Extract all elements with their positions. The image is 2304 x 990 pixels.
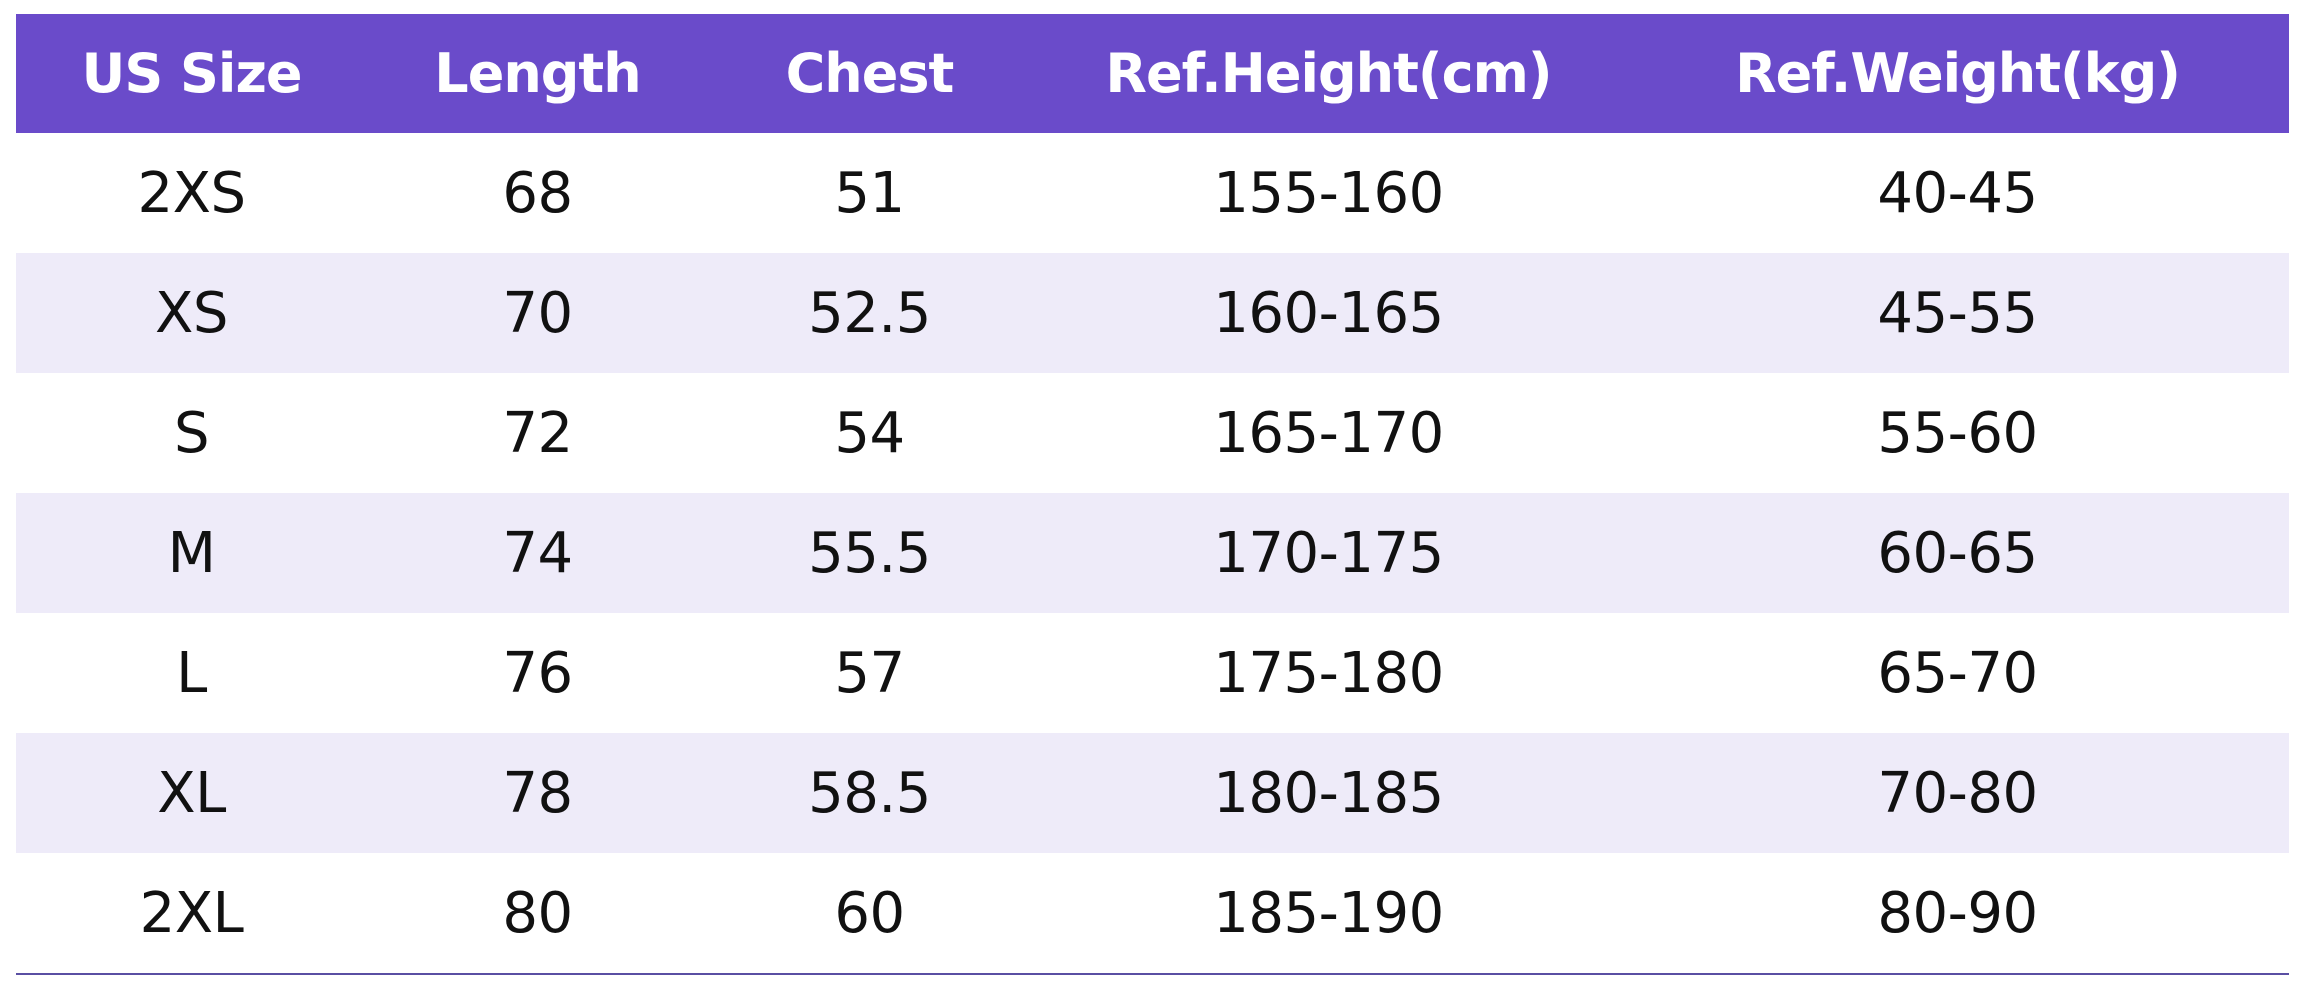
cell-ref-height: 160-165 bbox=[1031, 253, 1626, 373]
cell-ref-height: 180-185 bbox=[1031, 733, 1626, 853]
cell-chest: 52.5 bbox=[708, 253, 1031, 373]
cell-ref-height: 175-180 bbox=[1031, 613, 1626, 733]
header-us-size: US Size bbox=[16, 14, 367, 133]
cell-ref-weight: 55-60 bbox=[1626, 373, 2289, 493]
table-body: 2XS 68 51 155-160 40-45 XS 70 52.5 160-1… bbox=[16, 133, 2289, 973]
table-row: M 74 55.5 170-175 60-65 bbox=[16, 493, 2289, 613]
table-row: 2XL 80 60 185-190 80-90 bbox=[16, 853, 2289, 973]
table-row: XL 78 58.5 180-185 70-80 bbox=[16, 733, 2289, 853]
cell-us-size: 2XL bbox=[16, 853, 367, 973]
cell-ref-height: 165-170 bbox=[1031, 373, 1626, 493]
cell-ref-height: 170-175 bbox=[1031, 493, 1626, 613]
cell-us-size: L bbox=[16, 613, 367, 733]
header-ref-weight: Ref.Weight(kg) bbox=[1626, 14, 2289, 133]
header-length: Length bbox=[367, 14, 708, 133]
table-row: 2XS 68 51 155-160 40-45 bbox=[16, 133, 2289, 253]
cell-us-size: M bbox=[16, 493, 367, 613]
cell-ref-weight: 45-55 bbox=[1626, 253, 2289, 373]
cell-us-size: XL bbox=[16, 733, 367, 853]
table-row: XS 70 52.5 160-165 45-55 bbox=[16, 253, 2289, 373]
header-ref-height: Ref.Height(cm) bbox=[1031, 14, 1626, 133]
cell-chest: 58.5 bbox=[708, 733, 1031, 853]
table-row: L 76 57 175-180 65-70 bbox=[16, 613, 2289, 733]
cell-ref-weight: 40-45 bbox=[1626, 133, 2289, 253]
cell-us-size: S bbox=[16, 373, 367, 493]
cell-us-size: XS bbox=[16, 253, 367, 373]
table-bottom-rule bbox=[16, 973, 2289, 975]
cell-us-size: 2XS bbox=[16, 133, 367, 253]
cell-chest: 51 bbox=[708, 133, 1031, 253]
cell-ref-weight: 65-70 bbox=[1626, 613, 2289, 733]
table-row: S 72 54 165-170 55-60 bbox=[16, 373, 2289, 493]
cell-chest: 54 bbox=[708, 373, 1031, 493]
cell-length: 78 bbox=[367, 733, 708, 853]
cell-chest: 60 bbox=[708, 853, 1031, 973]
cell-ref-weight: 60-65 bbox=[1626, 493, 2289, 613]
table-header: US Size Length Chest Ref.Height(cm) Ref.… bbox=[16, 14, 2289, 133]
cell-length: 72 bbox=[367, 373, 708, 493]
header-row: US Size Length Chest Ref.Height(cm) Ref.… bbox=[16, 14, 2289, 133]
header-chest: Chest bbox=[708, 14, 1031, 133]
cell-chest: 55.5 bbox=[708, 493, 1031, 613]
cell-ref-height: 185-190 bbox=[1031, 853, 1626, 973]
cell-length: 74 bbox=[367, 493, 708, 613]
cell-length: 68 bbox=[367, 133, 708, 253]
size-chart-table: US Size Length Chest Ref.Height(cm) Ref.… bbox=[16, 14, 2289, 973]
cell-chest: 57 bbox=[708, 613, 1031, 733]
cell-ref-height: 155-160 bbox=[1031, 133, 1626, 253]
cell-ref-weight: 70-80 bbox=[1626, 733, 2289, 853]
cell-ref-weight: 80-90 bbox=[1626, 853, 2289, 973]
cell-length: 80 bbox=[367, 853, 708, 973]
cell-length: 76 bbox=[367, 613, 708, 733]
cell-length: 70 bbox=[367, 253, 708, 373]
